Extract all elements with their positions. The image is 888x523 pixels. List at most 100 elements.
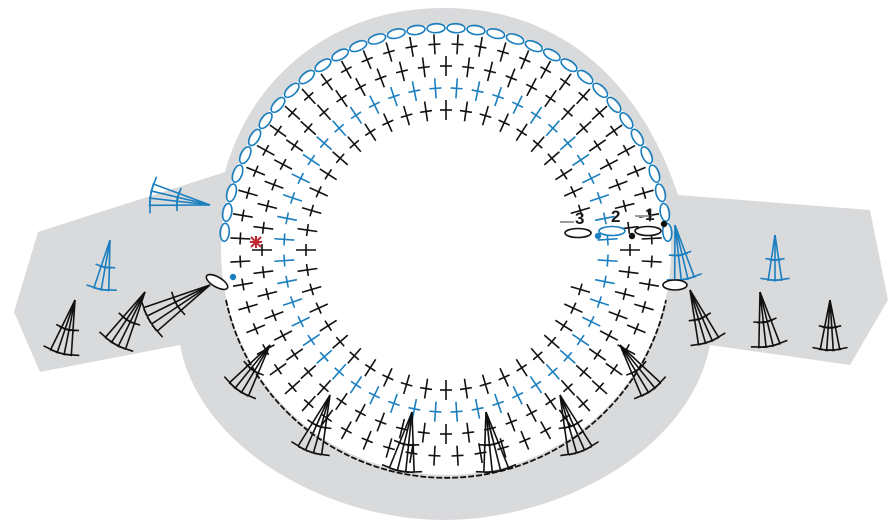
stitch-bar bbox=[252, 165, 259, 178]
stitch-post bbox=[304, 394, 331, 451]
stitch-post bbox=[104, 291, 146, 338]
stitch-bar bbox=[350, 111, 362, 120]
stitch-bar bbox=[625, 369, 638, 376]
stitch-bar bbox=[368, 391, 381, 399]
single-crochet-symbol bbox=[368, 95, 381, 115]
chain-stitch-oval bbox=[283, 82, 300, 99]
chain-stitch-oval bbox=[659, 202, 671, 223]
single-crochet-symbol bbox=[246, 322, 266, 335]
chain-stitch-oval bbox=[630, 128, 645, 147]
stitch-bar bbox=[765, 257, 778, 262]
stitch-post bbox=[229, 344, 271, 384]
stitch-top bbox=[633, 391, 650, 400]
stitch-bar bbox=[319, 351, 329, 362]
single-crochet-symbol bbox=[570, 283, 591, 296]
single-crochet-symbol bbox=[277, 212, 298, 225]
stitch-bar bbox=[271, 309, 277, 322]
single-crochet-symbol bbox=[545, 120, 561, 137]
stitch-bar bbox=[315, 186, 322, 198]
stitch-post bbox=[63, 299, 76, 355]
chain-stitch-oval bbox=[648, 164, 661, 184]
stitch-post bbox=[774, 234, 783, 280]
chain-stitch-oval bbox=[654, 183, 667, 203]
single-crochet-symbol bbox=[374, 68, 387, 88]
stitch-bar bbox=[596, 191, 603, 204]
stitch-bar bbox=[265, 199, 270, 212]
single-crochet-symbol bbox=[543, 334, 560, 349]
stitch-bar bbox=[395, 426, 408, 431]
stitch-bar bbox=[382, 49, 395, 55]
single-crochet-symbol bbox=[331, 120, 347, 137]
stitch-bar bbox=[471, 89, 484, 94]
stitch-bar bbox=[518, 56, 531, 63]
stitch-bar bbox=[530, 111, 542, 120]
stitch-bar bbox=[605, 329, 613, 342]
single-crochet-symbol bbox=[608, 309, 628, 322]
single-crochet-symbol bbox=[347, 347, 362, 364]
stitch-bar bbox=[273, 363, 283, 375]
stitch-bar bbox=[492, 400, 505, 407]
single-crochet-symbol bbox=[395, 418, 408, 439]
single-crochet-symbol bbox=[269, 362, 287, 376]
stitch-bar bbox=[350, 380, 362, 389]
single-crochet-symbol bbox=[309, 186, 329, 198]
single-crochet-symbol bbox=[238, 301, 258, 314]
stitch-bar bbox=[516, 128, 528, 137]
single-crochet-symbol bbox=[530, 136, 545, 153]
stitch-bar bbox=[417, 65, 430, 69]
single-crochet-symbol bbox=[440, 380, 452, 400]
single-crochet-symbol bbox=[451, 445, 464, 466]
single-crochet-symbol bbox=[599, 158, 619, 171]
stitch-bar bbox=[176, 187, 182, 200]
stitch-bar bbox=[479, 381, 492, 387]
stitch-bar bbox=[289, 191, 296, 204]
stitch-bar bbox=[95, 263, 108, 269]
single-crochet-symbol bbox=[479, 105, 492, 126]
stitch-post bbox=[674, 224, 695, 277]
stitch-post bbox=[559, 394, 570, 455]
single-crochet-symbol bbox=[316, 135, 333, 151]
stitch-bar bbox=[420, 386, 433, 391]
stitch-bar bbox=[518, 437, 531, 444]
stitch-bar bbox=[400, 381, 413, 387]
stitch-bar bbox=[622, 199, 627, 212]
stitch-bar bbox=[382, 445, 395, 451]
stitch-bar bbox=[576, 154, 585, 166]
stitch-post bbox=[247, 344, 271, 396]
stitch-post bbox=[559, 394, 593, 447]
stitch-bar bbox=[285, 212, 290, 225]
single-crochet-symbol bbox=[387, 86, 400, 107]
single-crochet-symbol bbox=[459, 378, 472, 399]
single-crochet-symbol bbox=[319, 168, 338, 181]
stitch-bar bbox=[593, 140, 602, 151]
start-asterisk-icon bbox=[250, 236, 262, 248]
single-crochet-symbol bbox=[253, 221, 274, 234]
single-crochet-symbol bbox=[282, 191, 303, 204]
single-crochet-symbol bbox=[626, 165, 646, 178]
stitch-bar bbox=[170, 291, 177, 304]
single-crochet-symbol bbox=[511, 95, 524, 115]
single-crochet-symbol bbox=[349, 106, 363, 125]
chain-stitch-oval bbox=[598, 225, 626, 237]
single-crochet-symbol bbox=[570, 204, 591, 217]
single-crochet-symbol bbox=[301, 204, 322, 217]
single-crochet-symbol bbox=[450, 401, 463, 422]
stitch-bar bbox=[354, 409, 367, 417]
stitch-bar bbox=[547, 336, 557, 347]
single-crochet-symbol bbox=[387, 393, 400, 414]
stitch-bar bbox=[334, 123, 345, 133]
chain-stitch-oval bbox=[348, 39, 368, 53]
stitch-post bbox=[70, 299, 76, 355]
single-crochet-symbol bbox=[560, 104, 576, 121]
stitch-bar bbox=[429, 87, 442, 90]
stitch-bar bbox=[570, 302, 577, 314]
stitch-post bbox=[767, 234, 776, 280]
single-crochet-symbol bbox=[273, 158, 293, 171]
stitch-bar bbox=[428, 454, 441, 457]
stitch-bar bbox=[417, 431, 430, 435]
chain-stitch-oval bbox=[446, 22, 466, 34]
stitch-top bbox=[560, 452, 577, 457]
chain-stitch-oval bbox=[505, 33, 525, 45]
stitch-bar bbox=[285, 275, 290, 288]
stitch-bar bbox=[336, 397, 347, 406]
